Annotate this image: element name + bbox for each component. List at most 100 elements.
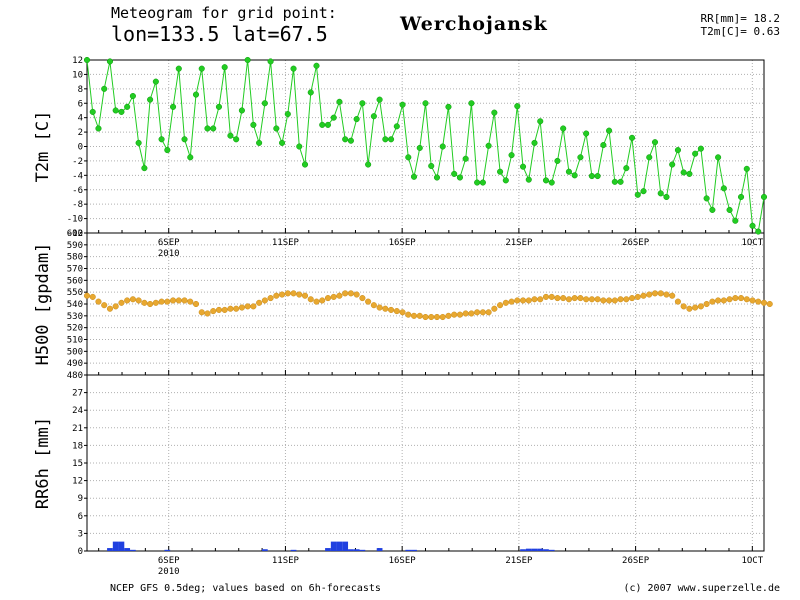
h500-point bbox=[686, 305, 693, 312]
h500-point bbox=[250, 303, 257, 310]
t2m-point bbox=[600, 142, 607, 149]
h500-point bbox=[336, 292, 343, 299]
t2m-point bbox=[279, 139, 286, 146]
y-tick-label: -6 bbox=[72, 186, 83, 196]
y-tick-label: 10 bbox=[72, 70, 83, 80]
h500-point bbox=[198, 309, 205, 316]
h500-point bbox=[462, 310, 469, 317]
h500-point bbox=[485, 309, 492, 316]
t2m-point bbox=[370, 113, 377, 120]
rr-bar bbox=[130, 549, 136, 551]
t2m-point bbox=[439, 143, 446, 150]
y-tick-label: 0 bbox=[78, 547, 83, 557]
h500-point bbox=[175, 297, 182, 304]
h500-point bbox=[623, 296, 630, 303]
t2m-point bbox=[359, 100, 366, 107]
h500-point bbox=[359, 295, 366, 302]
y-axis-label-0: T2m [C] bbox=[33, 111, 53, 183]
t2m-point bbox=[743, 165, 750, 172]
rr-bar bbox=[164, 549, 171, 551]
h500-point bbox=[491, 305, 498, 312]
y-axis-label-2: RR6h [mm] bbox=[33, 417, 53, 509]
t2m-point bbox=[692, 150, 699, 157]
rr-bar bbox=[376, 548, 383, 551]
h500-point bbox=[548, 293, 555, 300]
h500-point bbox=[542, 293, 550, 300]
h500-point bbox=[324, 295, 332, 302]
t2m-point bbox=[267, 58, 274, 65]
t2m-point bbox=[531, 139, 538, 146]
h500-point bbox=[531, 296, 538, 303]
h500-point bbox=[669, 292, 676, 299]
t2m-point bbox=[634, 191, 641, 198]
rr-bar bbox=[548, 549, 555, 551]
t2m-point bbox=[95, 125, 102, 132]
h500-point bbox=[514, 297, 521, 304]
t2m-point bbox=[491, 109, 498, 116]
h500-point bbox=[284, 290, 291, 297]
t2m-point bbox=[474, 179, 481, 186]
t2m-point bbox=[732, 217, 739, 224]
t2m-point bbox=[233, 136, 240, 143]
h500-point bbox=[319, 297, 326, 304]
h500-point bbox=[732, 295, 739, 302]
date-label: 21SEP bbox=[505, 238, 533, 248]
h500-point bbox=[433, 313, 441, 321]
h500-point bbox=[428, 313, 435, 321]
h500-point bbox=[606, 297, 613, 304]
t2m-point bbox=[410, 173, 418, 180]
h500-point bbox=[703, 300, 710, 308]
t2m-point bbox=[388, 136, 395, 143]
t2m-point bbox=[290, 65, 297, 72]
h500-point bbox=[600, 297, 607, 304]
t2m-point bbox=[497, 168, 504, 175]
t2m-point bbox=[393, 123, 400, 130]
t2m-point bbox=[238, 107, 245, 114]
t2m-point bbox=[628, 134, 636, 141]
h500-point bbox=[244, 303, 251, 310]
t2m-point bbox=[594, 173, 601, 180]
t2m-point bbox=[703, 195, 710, 202]
h500-point bbox=[439, 313, 446, 321]
h500-point bbox=[112, 303, 119, 310]
h500-point bbox=[227, 305, 234, 312]
footer-copyright: (c) 2007 www.superzelle.de bbox=[623, 583, 780, 594]
t2m-point bbox=[726, 206, 733, 213]
rr-bar bbox=[330, 541, 337, 551]
h500-point bbox=[537, 296, 544, 303]
t2m-point bbox=[227, 132, 234, 139]
t2m-point bbox=[365, 161, 372, 168]
h500-point bbox=[89, 293, 96, 300]
y-tick-label: 2 bbox=[78, 128, 83, 138]
year-label: 2010 bbox=[158, 249, 180, 259]
t2m-point bbox=[175, 65, 182, 72]
h500-point bbox=[468, 310, 475, 317]
t2m-point bbox=[313, 62, 320, 69]
rr-bar bbox=[325, 548, 331, 551]
rr-bar bbox=[112, 541, 119, 551]
t2m-point bbox=[738, 193, 745, 201]
h500-point bbox=[720, 297, 727, 304]
rr-bar bbox=[342, 541, 349, 551]
t2m-point bbox=[663, 193, 670, 201]
date-label: 21SEP bbox=[505, 556, 533, 566]
t2m-point bbox=[720, 185, 727, 192]
date-label: 26SEP bbox=[622, 238, 650, 248]
y-tick-label: -2 bbox=[72, 157, 83, 167]
t2m-point bbox=[525, 176, 532, 183]
y-tick-label: 510 bbox=[67, 336, 83, 346]
t2m-point bbox=[405, 154, 412, 161]
t2m-point bbox=[135, 139, 142, 146]
t2m-point bbox=[646, 154, 653, 161]
t2m-point bbox=[669, 161, 676, 168]
h500-point bbox=[399, 309, 406, 316]
rr-bar bbox=[359, 549, 366, 551]
h500-point bbox=[238, 304, 245, 311]
t2m-point bbox=[462, 155, 469, 162]
t2m-point bbox=[479, 179, 486, 186]
h500-point bbox=[147, 300, 154, 308]
header-title-line2: lon=133.5 lat=67.5 bbox=[111, 22, 328, 46]
h500-point bbox=[158, 298, 165, 305]
h500-point bbox=[525, 297, 532, 304]
t2m-point bbox=[124, 103, 131, 110]
